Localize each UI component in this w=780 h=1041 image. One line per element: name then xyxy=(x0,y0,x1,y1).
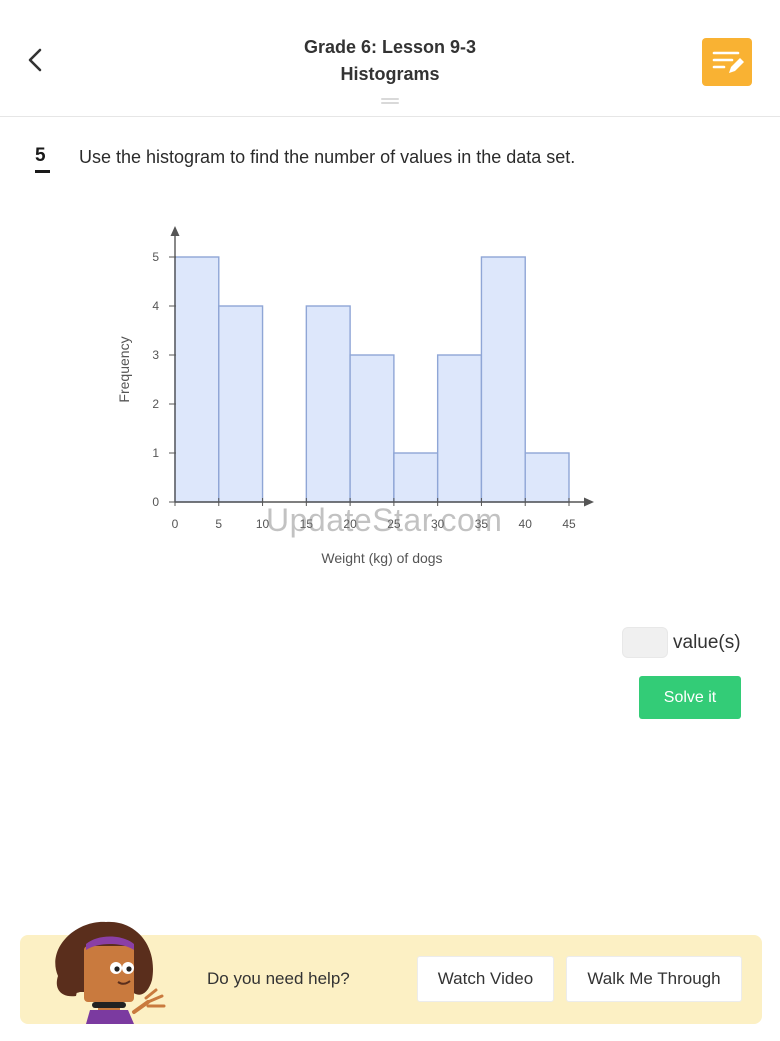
answer-unit-label: value(s) xyxy=(673,632,741,653)
x-tick-label: 40 xyxy=(519,517,533,531)
x-axis-arrow xyxy=(584,497,594,507)
watch-video-button[interactable]: Watch Video xyxy=(417,956,554,1002)
histogram-bar xyxy=(480,256,526,503)
question-number: 5 xyxy=(35,145,46,166)
histogram-bar xyxy=(436,354,483,503)
histogram-bar xyxy=(218,305,264,503)
tutor-avatar xyxy=(36,918,172,1024)
notes-button[interactable] xyxy=(702,38,752,86)
y-axis-arrow xyxy=(170,226,180,236)
watermark: UpdateStar.com xyxy=(266,502,503,538)
x-tick-label: 35 xyxy=(475,517,489,531)
x-tick-label: 5 xyxy=(215,517,222,531)
histogram-bar xyxy=(305,305,351,503)
y-tick-label: 4 xyxy=(152,299,159,313)
question-number-underline xyxy=(35,170,50,173)
histogram-bar xyxy=(393,452,439,503)
walk-me-through-button[interactable]: Walk Me Through xyxy=(566,956,742,1002)
question-text: Use the histogram to find the number of … xyxy=(79,147,576,167)
drag-handle[interactable] xyxy=(381,98,399,104)
y-tick-label: 3 xyxy=(152,348,159,362)
histogram-chart: 0 5 10 15 20 25 30 35 40 45 0 1 2 3 4 5 Weight (kg) of d… xyxy=(110,220,610,580)
title-topic: Histograms xyxy=(340,64,440,84)
answer-input[interactable] xyxy=(622,627,668,658)
histogram-bar xyxy=(524,452,570,503)
y-tick-label: 2 xyxy=(152,397,159,411)
y-axis-label: Frequency xyxy=(116,336,132,402)
y-tick-label: 0 xyxy=(152,495,159,509)
help-prompt: Do you need help? xyxy=(207,969,350,988)
histogram-bar xyxy=(174,256,220,503)
y-tick-label: 1 xyxy=(152,446,159,460)
page-title: Grade 6: Lesson 9-3 Histograms xyxy=(0,34,780,88)
chevron-left-icon xyxy=(28,48,42,72)
y-tick-label: 5 xyxy=(152,250,159,264)
x-tick-label: 20 xyxy=(343,517,357,531)
title-grade-lesson: Grade 6: Lesson 9-3 xyxy=(303,37,477,57)
x-tick-label: 25 xyxy=(387,517,401,531)
x-tick-label: 15 xyxy=(300,517,314,531)
solve-it-button[interactable]: Solve it xyxy=(639,676,741,719)
header: Grade 6: Lesson 9-3 Histograms xyxy=(0,0,780,117)
histogram-bar xyxy=(349,354,395,503)
notes-edit-icon xyxy=(712,51,744,73)
x-tick-label: 30 xyxy=(431,517,445,531)
x-tick-label: 10 xyxy=(256,517,270,531)
x-axis-label: Weight (kg) of dogs xyxy=(321,550,442,566)
x-tick-label: 0 xyxy=(172,517,179,531)
question: 5 Use the histogram to find the number o… xyxy=(35,145,735,175)
back-button[interactable] xyxy=(20,42,52,78)
x-tick-label: 45 xyxy=(562,517,576,531)
